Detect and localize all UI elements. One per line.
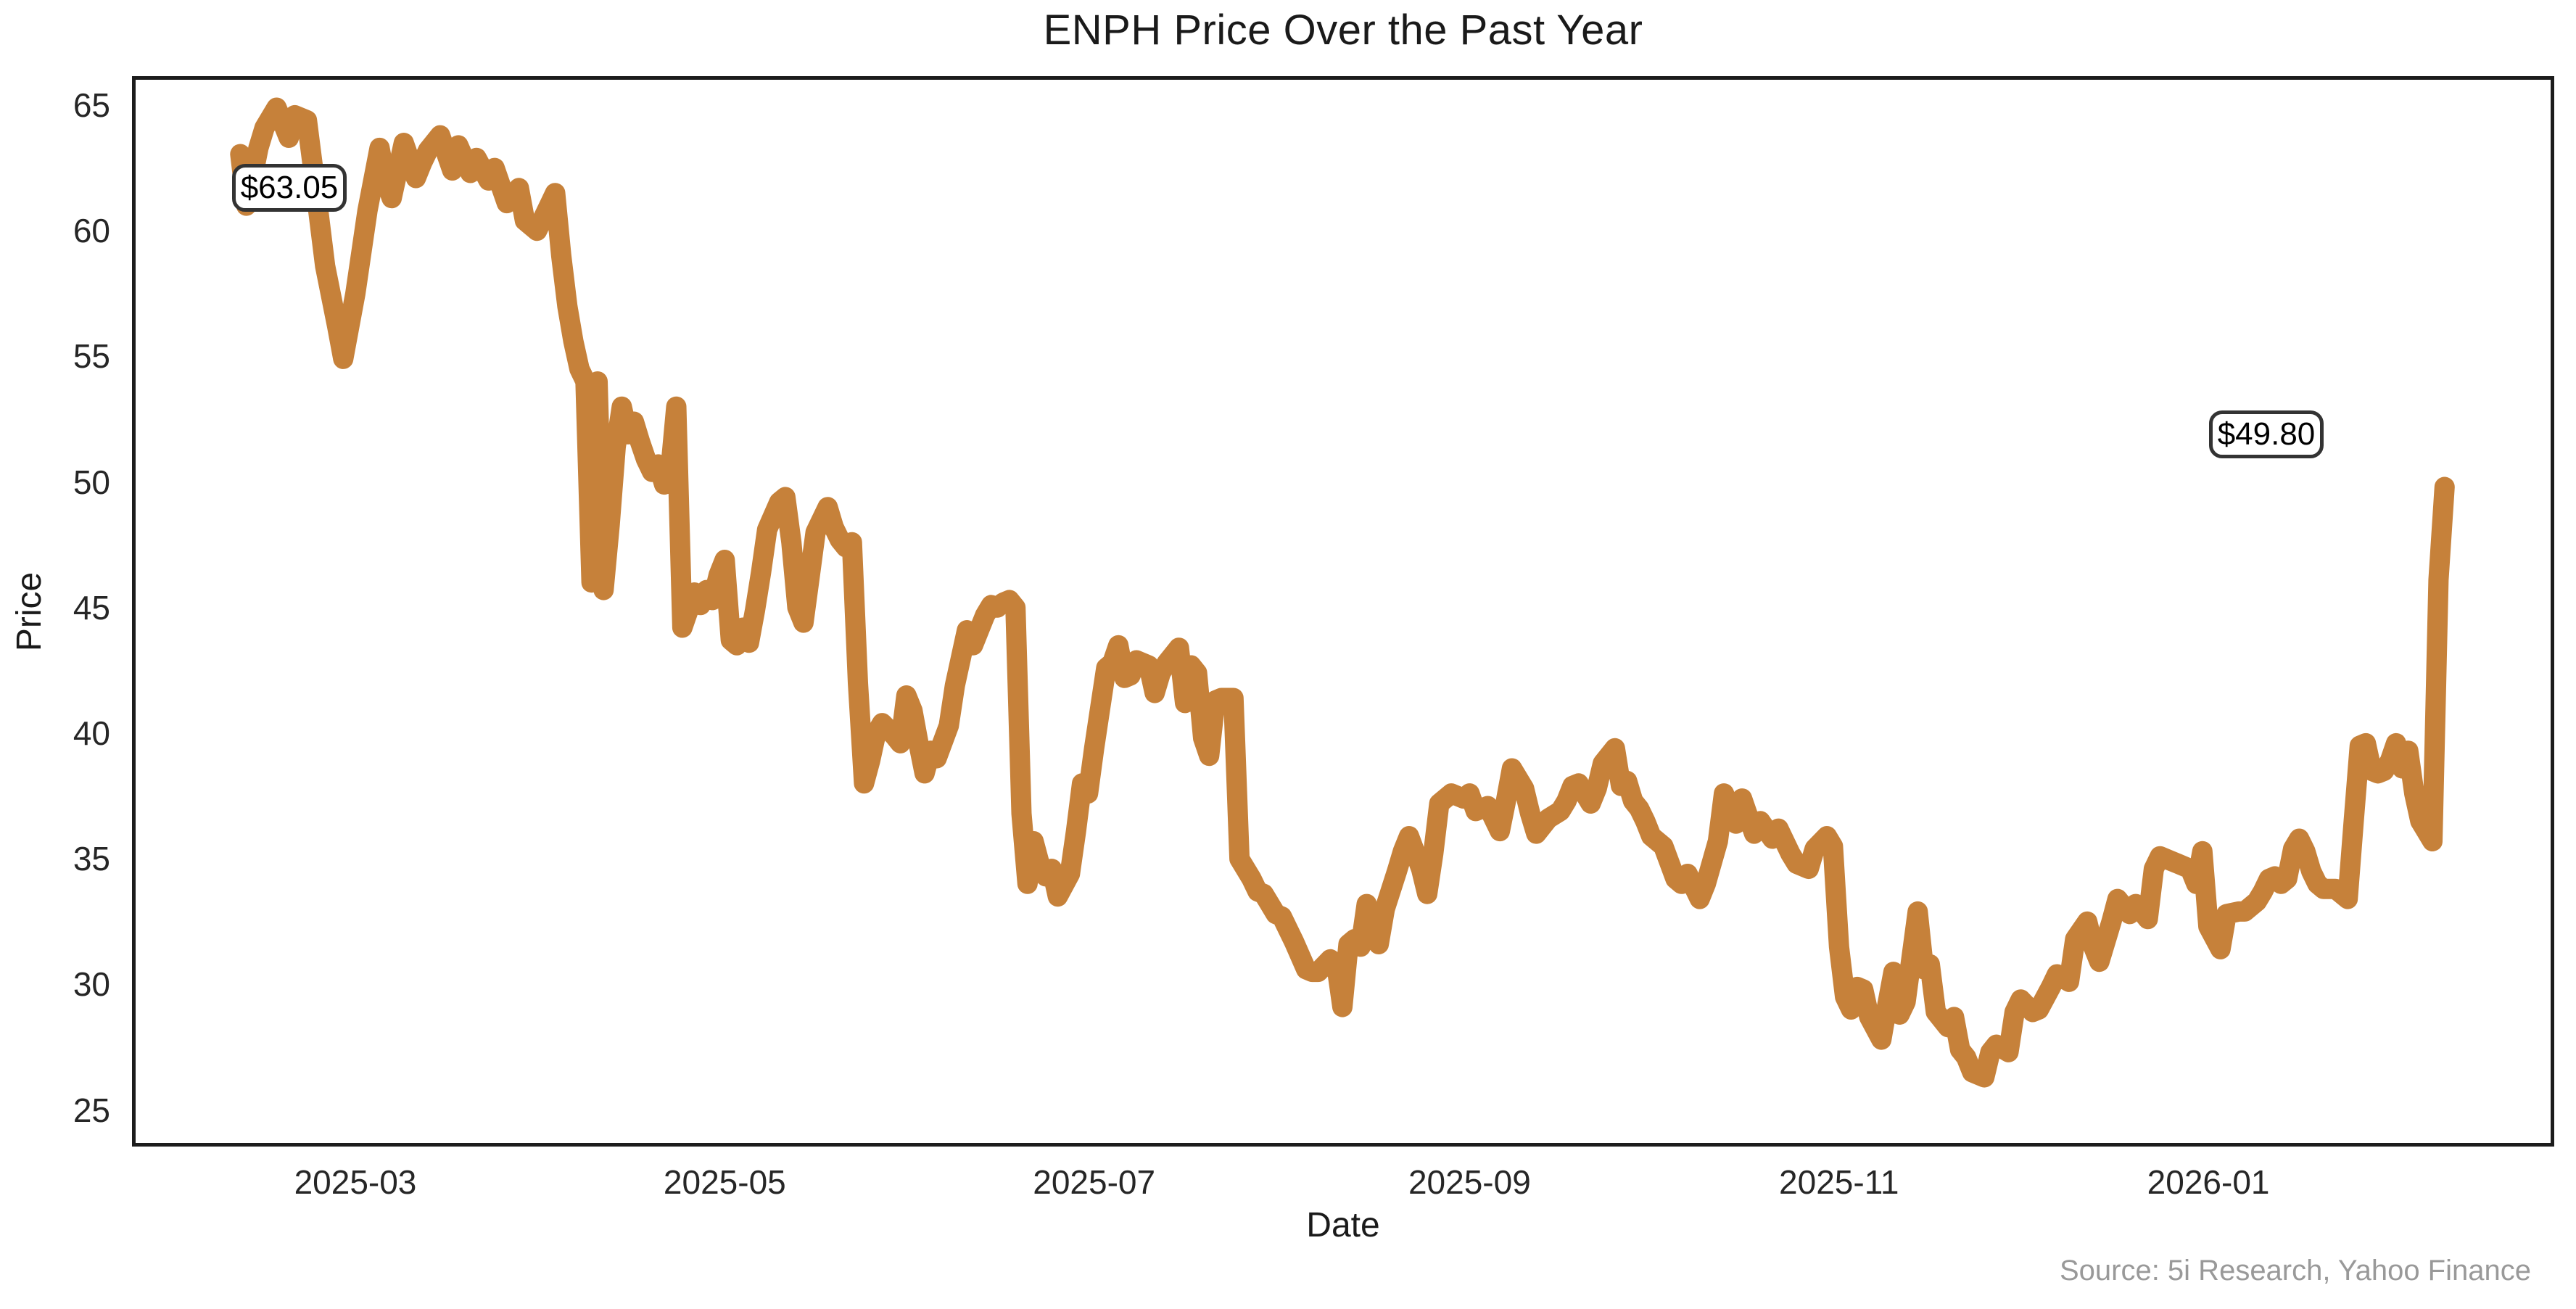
annotation-start-price: $63.05 bbox=[232, 164, 347, 212]
chart-title: ENPH Price Over the Past Year bbox=[1043, 7, 1643, 54]
x-tick-label: 2025-03 bbox=[294, 1163, 417, 1201]
x-tick-label: 2025-05 bbox=[663, 1163, 786, 1201]
y-tick-label: 45 bbox=[73, 588, 110, 627]
y-tick-label: 60 bbox=[73, 212, 110, 250]
x-tick-label: 2026-01 bbox=[2147, 1163, 2270, 1201]
x-axis-label: Date bbox=[1306, 1206, 1380, 1244]
x-tick-label: 2025-11 bbox=[1779, 1163, 1899, 1201]
y-tick-label: 40 bbox=[73, 714, 110, 752]
y-tick-label: 25 bbox=[73, 1091, 110, 1129]
y-tick-label: 55 bbox=[73, 337, 110, 376]
plot-area bbox=[132, 76, 2554, 1147]
x-tick-label: 2025-07 bbox=[1033, 1163, 1156, 1201]
y-tick-label: 65 bbox=[73, 86, 110, 124]
x-tick-label: 2025-09 bbox=[1408, 1163, 1531, 1201]
y-tick-label: 35 bbox=[73, 840, 110, 878]
source-text: Source: 5i Research, Yahoo Finance bbox=[2059, 1255, 2531, 1287]
y-tick-label: 30 bbox=[73, 965, 110, 1004]
price-line bbox=[230, 97, 2455, 1088]
price-line-svg bbox=[230, 97, 2455, 1088]
y-tick-label: 50 bbox=[73, 463, 110, 501]
annotation-end-price: $49.80 bbox=[2209, 410, 2324, 458]
